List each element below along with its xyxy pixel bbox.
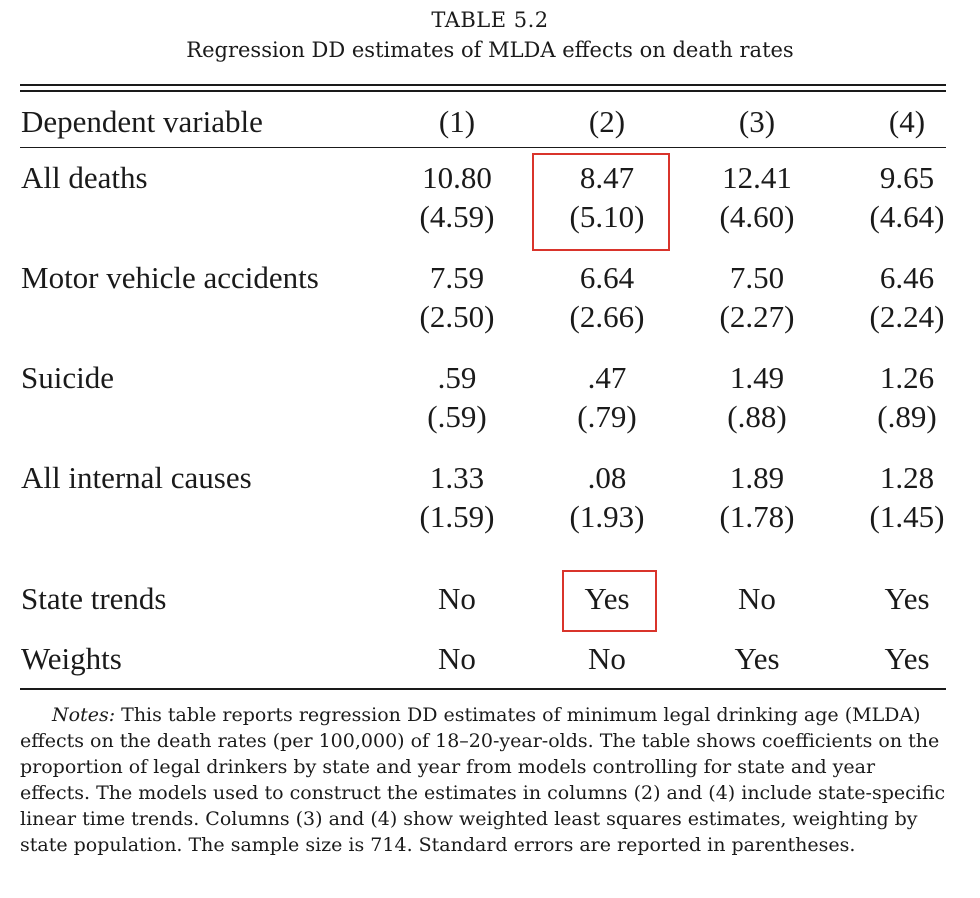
header-col-1: (1)	[438, 104, 476, 139]
table-notes: Notes: This table reports regression DD …	[20, 702, 950, 858]
header-rule	[20, 147, 946, 148]
state-trends-2: Yes	[584, 581, 630, 616]
estimate-internal-causes-2: .08	[587, 460, 627, 495]
estimate-suicide-3: 1.49	[729, 360, 785, 395]
stderr-motor-vehicle-1: (2.50)	[419, 299, 495, 334]
weights-3: Yes	[734, 641, 780, 676]
table-caption: Regression DD estimates of MLDA effects …	[186, 38, 794, 62]
weights-1: No	[438, 641, 476, 676]
estimate-all-deaths-1: 10.80	[422, 160, 492, 195]
estimate-suicide-1: .59	[437, 360, 477, 395]
header-dependent-variable: Dependent variable	[21, 104, 263, 139]
top-rule-second	[20, 90, 946, 92]
stderr-internal-causes-4: (1.45)	[869, 499, 945, 534]
row-label-weights: Weights	[21, 641, 122, 676]
row-label-suicide: Suicide	[21, 360, 114, 395]
stderr-motor-vehicle-3: (2.27)	[719, 299, 795, 334]
highlight-box-all-deaths-col-2	[532, 153, 670, 251]
estimate-motor-vehicle-3: 7.50	[729, 260, 785, 295]
stderr-suicide-4: (.89)	[877, 399, 937, 434]
state-trends-1: No	[438, 581, 476, 616]
header-col-2: (2)	[588, 104, 626, 139]
estimate-motor-vehicle-1: 7.59	[429, 260, 485, 295]
estimate-motor-vehicle-4: 6.46	[879, 260, 935, 295]
estimate-all-deaths-3: 12.41	[722, 160, 792, 195]
estimate-internal-causes-1: 1.33	[429, 460, 485, 495]
table-label: TABLE 5.2	[431, 8, 549, 32]
stderr-all-deaths-3: (4.60)	[719, 199, 795, 234]
notes-lead: Notes:	[52, 704, 116, 726]
bottom-rule	[20, 688, 946, 690]
highlight-box-state-trends-col-2	[562, 570, 657, 632]
weights-2: No	[588, 641, 626, 676]
stderr-motor-vehicle-2: (2.66)	[569, 299, 645, 334]
estimate-suicide-2: .47	[587, 360, 627, 395]
top-rule	[20, 84, 946, 86]
weights-4: Yes	[884, 641, 930, 676]
estimate-all-deaths-2: 8.47	[579, 160, 635, 195]
estimate-internal-causes-4: 1.28	[879, 460, 935, 495]
stderr-suicide-1: (.59)	[427, 399, 487, 434]
row-label-motor-vehicle-accidents: Motor vehicle accidents	[21, 260, 319, 295]
estimate-suicide-4: 1.26	[879, 360, 935, 395]
row-label-state-trends: State trends	[21, 581, 167, 616]
estimate-motor-vehicle-2: 6.64	[579, 260, 635, 295]
stderr-all-deaths-2: (5.10)	[569, 199, 645, 234]
stderr-suicide-3: (.88)	[727, 399, 787, 434]
estimate-internal-causes-3: 1.89	[729, 460, 785, 495]
state-trends-4: Yes	[884, 581, 930, 616]
notes-text: This table reports regression DD estimat…	[20, 704, 946, 856]
row-label-all-deaths: All deaths	[21, 160, 148, 195]
stderr-all-deaths-1: (4.59)	[419, 199, 495, 234]
stderr-motor-vehicle-4: (2.24)	[869, 299, 945, 334]
estimate-all-deaths-4: 9.65	[879, 160, 935, 195]
header-col-3: (3)	[738, 104, 776, 139]
stderr-all-deaths-4: (4.64)	[869, 199, 945, 234]
stderr-internal-causes-1: (1.59)	[419, 499, 495, 534]
row-label-all-internal-causes: All internal causes	[21, 460, 252, 495]
stderr-internal-causes-2: (1.93)	[569, 499, 645, 534]
state-trends-3: No	[738, 581, 776, 616]
stderr-internal-causes-3: (1.78)	[719, 499, 795, 534]
stderr-suicide-2: (.79)	[577, 399, 637, 434]
header-col-4: (4)	[888, 104, 926, 139]
